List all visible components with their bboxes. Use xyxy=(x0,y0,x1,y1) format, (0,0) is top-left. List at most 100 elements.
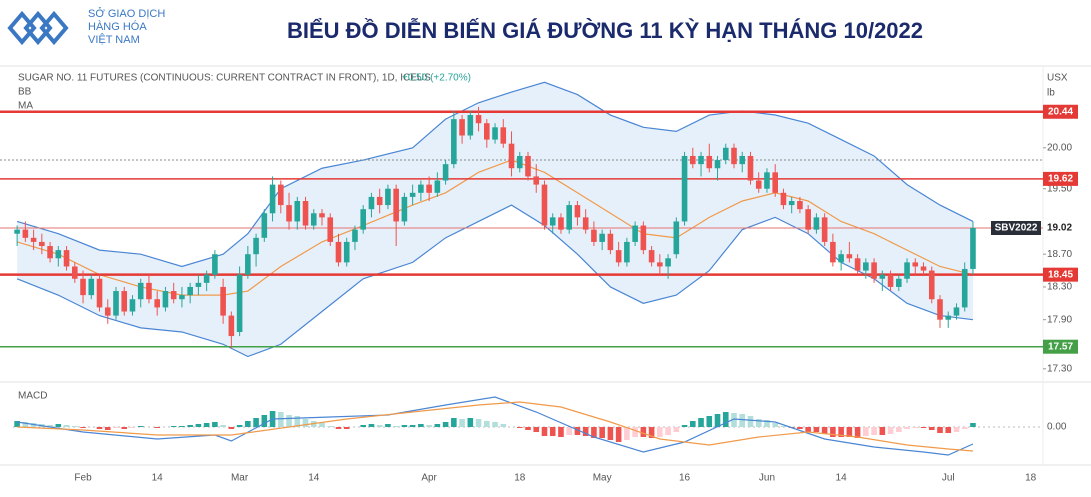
candle-body xyxy=(187,286,193,296)
histogram-bar xyxy=(22,422,29,427)
candle-body xyxy=(104,307,111,316)
candle-body xyxy=(788,200,795,206)
histogram-bar xyxy=(47,425,53,427)
candle-body xyxy=(615,250,622,263)
histogram-bar xyxy=(516,427,523,428)
histogram-bar xyxy=(747,416,754,427)
x-tick-label: Feb xyxy=(74,473,92,484)
histogram-bar xyxy=(970,423,976,427)
candle-body xyxy=(459,119,465,136)
candle-body xyxy=(731,147,737,165)
candle-body xyxy=(566,205,572,230)
histogram-bar xyxy=(640,427,647,437)
histogram-bar xyxy=(170,426,177,427)
histogram-bar xyxy=(376,425,383,427)
candle-body xyxy=(805,209,811,230)
histogram-bar xyxy=(681,425,688,427)
candle-body xyxy=(780,192,787,206)
histogram-bar xyxy=(179,426,185,427)
histogram-bar xyxy=(830,427,836,437)
candle-body xyxy=(500,127,507,144)
histogram-bar xyxy=(294,416,301,427)
candle-body xyxy=(739,155,746,165)
x-tick-label: 14 xyxy=(308,473,320,484)
candle-body xyxy=(113,291,119,316)
histogram-bar xyxy=(928,427,935,430)
macd-line xyxy=(17,401,974,452)
candle-body xyxy=(846,254,853,259)
candle-body xyxy=(179,295,185,300)
histogram-bar xyxy=(533,427,540,432)
candle-body xyxy=(195,282,202,287)
histogram-bar xyxy=(731,413,737,427)
x-tick-label: Mar xyxy=(231,473,249,484)
histogram-bar xyxy=(327,426,334,427)
histogram-bar xyxy=(615,427,622,442)
candle-body xyxy=(368,196,375,210)
candle-body xyxy=(269,184,276,214)
candle-body xyxy=(896,278,902,287)
histogram-bar xyxy=(863,427,869,436)
histogram-bar xyxy=(648,427,655,438)
level-tag xyxy=(1043,267,1078,282)
histogram-bar xyxy=(302,419,309,427)
histogram-bar xyxy=(434,424,441,427)
y-tick-label: 18.30 xyxy=(1047,282,1072,293)
histogram-bar xyxy=(780,426,787,427)
candle-body xyxy=(236,274,243,332)
candle-body xyxy=(310,213,317,226)
histogram-bar xyxy=(212,422,218,427)
histogram-bar xyxy=(129,427,136,428)
candle-body xyxy=(14,229,20,234)
candle-body xyxy=(607,233,614,251)
histogram-bar xyxy=(953,427,960,432)
candle-body xyxy=(953,307,960,316)
histogram-bar xyxy=(574,427,581,435)
histogram-bar xyxy=(401,425,408,427)
logo-text: SỞ GIAO DỊCH xyxy=(88,7,165,20)
histogram-bar xyxy=(871,427,877,435)
histogram-bar xyxy=(154,427,160,428)
histogram-bar xyxy=(607,427,614,440)
histogram-bar xyxy=(195,424,202,427)
candle-body xyxy=(772,172,778,193)
macd-line xyxy=(17,396,974,456)
histogram-bar xyxy=(838,427,844,437)
candle-body xyxy=(360,209,366,230)
candle-body xyxy=(574,205,581,218)
candle-body xyxy=(764,172,770,189)
histogram-bar xyxy=(920,427,927,428)
candle-body xyxy=(755,180,762,189)
candle-body xyxy=(970,228,976,269)
candle-body xyxy=(714,160,721,169)
candle-body xyxy=(879,274,886,279)
histogram-bar xyxy=(253,418,259,427)
candle-body xyxy=(467,115,474,136)
histogram-bar xyxy=(755,419,762,427)
candle-body xyxy=(212,254,218,275)
candle-body xyxy=(887,274,894,287)
candle-body xyxy=(409,192,416,197)
candle-body xyxy=(451,119,457,165)
candle-body xyxy=(286,205,292,222)
candle-body xyxy=(418,184,424,193)
histogram-bar xyxy=(261,415,268,427)
symbol: SUGAR NO. 11 FUTURES (CONTINUOUS: CURREN… xyxy=(18,73,431,84)
histogram-bar xyxy=(722,412,729,427)
histogram-bar xyxy=(236,425,243,427)
candle-body xyxy=(632,225,638,242)
bb-lower xyxy=(16,204,974,358)
candle-body xyxy=(624,241,630,263)
histogram-bar xyxy=(945,427,952,433)
candle-body xyxy=(722,147,729,161)
candle-body xyxy=(706,155,713,169)
histogram-bar xyxy=(121,427,128,429)
candle-body xyxy=(30,237,37,242)
histogram-bar xyxy=(764,420,770,427)
histogram-bar xyxy=(599,427,605,438)
histogram-bar xyxy=(657,427,663,437)
x-tick-label: 18 xyxy=(514,473,526,484)
candle-body xyxy=(533,176,540,185)
histogram-bar xyxy=(343,427,350,429)
x-tick-label: Jun xyxy=(759,473,775,484)
